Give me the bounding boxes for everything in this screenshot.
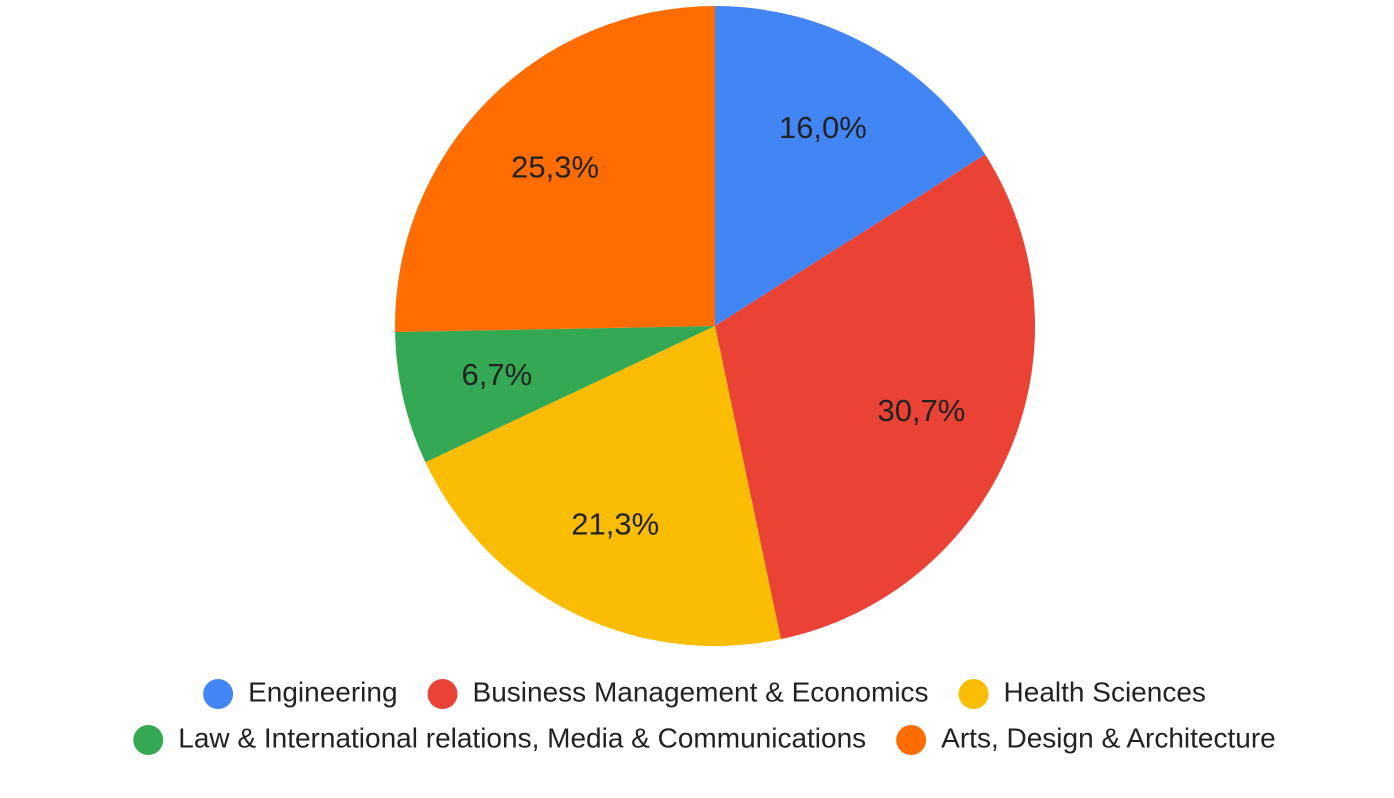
legend-label: Arts, Design & Architecture <box>941 722 1276 753</box>
pie-slice <box>715 6 986 326</box>
legend-label: Health Sciences <box>1004 676 1206 707</box>
legend-label: Engineering <box>248 676 397 707</box>
slice-label: 21,3% <box>571 507 659 542</box>
pie-slice <box>395 326 715 463</box>
pie-slice <box>425 326 781 646</box>
legend-item: Business Management & Economics <box>427 676 929 709</box>
slice-label: 6,7% <box>462 357 533 392</box>
legend-label: Business Management & Economics <box>473 676 929 707</box>
slice-label: 16,0% <box>779 110 867 145</box>
legend-label: Law & International relations, Media & C… <box>178 722 866 753</box>
slice-label: 25,3% <box>511 149 599 184</box>
slice-label: 30,7% <box>877 393 965 428</box>
legend-marker <box>427 679 458 709</box>
pie-slice <box>715 154 1035 640</box>
legend-marker <box>133 725 164 755</box>
legend-item: Health Sciences <box>958 676 1206 709</box>
legend-item: Law & International relations, Media & C… <box>133 722 866 755</box>
pie-slice <box>395 6 715 333</box>
legend-marker <box>896 725 927 755</box>
legend-marker <box>958 679 989 709</box>
legend-item: Engineering <box>203 676 398 709</box>
legend-item: Arts, Design & Architecture <box>896 722 1276 755</box>
legend-marker <box>203 679 234 709</box>
